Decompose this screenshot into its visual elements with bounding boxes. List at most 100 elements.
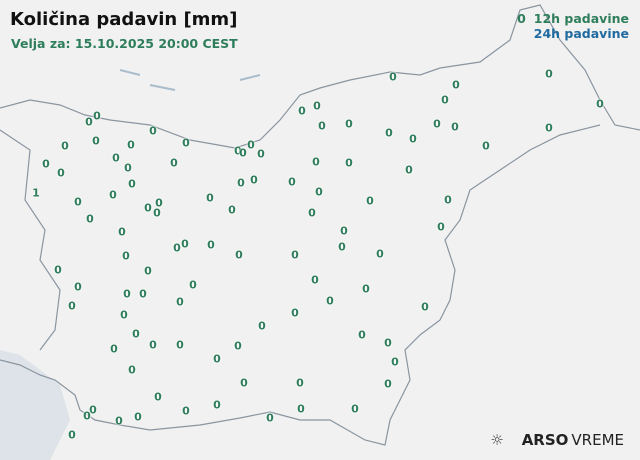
station-value[interactable]: 0	[247, 138, 255, 152]
station-value[interactable]: 0	[213, 398, 221, 412]
station-value[interactable]: 0	[228, 203, 236, 217]
station-value[interactable]: 0	[545, 67, 553, 81]
station-value[interactable]: 0	[405, 163, 413, 177]
station-value[interactable]: 0	[134, 410, 142, 424]
station-value[interactable]: 0	[257, 147, 265, 161]
station-value[interactable]: 0	[182, 136, 190, 150]
station-value[interactable]: 0	[110, 342, 118, 356]
station-value[interactable]: 0	[312, 155, 320, 169]
station-value[interactable]: 0	[298, 104, 306, 118]
station-value[interactable]: 0	[291, 306, 299, 320]
station-value[interactable]: 0	[376, 247, 384, 261]
station-value[interactable]: 0	[86, 212, 94, 226]
station-value[interactable]: 0	[213, 352, 221, 366]
station-value[interactable]: 0	[182, 404, 190, 418]
station-value[interactable]: 0	[139, 287, 147, 301]
arso-logo[interactable]: ☼ ARSO VREME	[490, 431, 624, 449]
station-value[interactable]: 0	[54, 263, 62, 277]
station-value[interactable]: 0	[362, 282, 370, 296]
station-value[interactable]: 0	[68, 299, 76, 313]
station-value[interactable]: 0	[482, 139, 490, 153]
station-value[interactable]: 0	[239, 146, 247, 160]
station-value[interactable]: 0	[61, 139, 69, 153]
station-value[interactable]: 0	[144, 201, 152, 215]
station-value[interactable]: 0	[144, 264, 152, 278]
station-value[interactable]: 0	[127, 138, 135, 152]
station-value[interactable]: 0	[128, 363, 136, 377]
station-value[interactable]: 0	[421, 300, 429, 314]
station-value[interactable]: 0	[250, 173, 258, 187]
station-value[interactable]: 0	[345, 156, 353, 170]
station-value[interactable]: 0	[313, 99, 321, 113]
station-value[interactable]: 0	[234, 144, 242, 158]
station-value[interactable]: 0	[68, 428, 76, 442]
station-value[interactable]: 0	[176, 338, 184, 352]
station-value[interactable]: 0	[338, 240, 346, 254]
station-value[interactable]: 0	[132, 327, 140, 341]
station-value[interactable]: 0	[240, 376, 248, 390]
station-value[interactable]: 0	[409, 132, 417, 146]
station-value[interactable]: 0	[288, 175, 296, 189]
station-value[interactable]: 0	[235, 248, 243, 262]
station-value[interactable]: 0	[89, 403, 97, 417]
station-value[interactable]: 0	[308, 206, 316, 220]
station-value[interactable]: 0	[124, 161, 132, 175]
station-value[interactable]: 0	[74, 195, 82, 209]
station-value[interactable]: 0	[545, 121, 553, 135]
station-value[interactable]: 0	[384, 336, 392, 350]
station-value[interactable]: 0	[173, 241, 181, 255]
station-value[interactable]: 0	[155, 196, 163, 210]
station-value[interactable]: 0	[206, 191, 214, 205]
station-value[interactable]: 0	[389, 70, 397, 84]
station-value[interactable]: 0	[92, 134, 100, 148]
station-value[interactable]: 0	[297, 402, 305, 416]
station-value[interactable]: 0	[433, 117, 441, 131]
station-value[interactable]: 0	[258, 319, 266, 333]
station-value[interactable]: 0	[74, 280, 82, 294]
station-value[interactable]: 0	[451, 120, 459, 134]
station-value[interactable]: 0	[122, 249, 130, 263]
station-value[interactable]: 0	[170, 156, 178, 170]
station-value[interactable]: 0	[42, 157, 50, 171]
station-value[interactable]: 0	[118, 225, 126, 239]
station-value[interactable]: 0	[452, 78, 460, 92]
station-value[interactable]: 0	[112, 151, 120, 165]
station-value[interactable]: 0	[345, 117, 353, 131]
station-value[interactable]: 0	[207, 238, 215, 252]
station-value[interactable]: 0	[318, 119, 326, 133]
station-value[interactable]: 0	[234, 339, 242, 353]
station-value[interactable]: 0	[291, 248, 299, 262]
station-value[interactable]: 0	[441, 93, 449, 107]
station-value[interactable]: 0	[189, 278, 197, 292]
station-value[interactable]: 0	[340, 224, 348, 238]
station-value[interactable]: 0	[123, 287, 131, 301]
station-value[interactable]: 0	[154, 390, 162, 404]
station-value[interactable]: 0	[311, 273, 319, 287]
station-value[interactable]: 0	[237, 176, 245, 190]
station-value[interactable]: 0	[83, 409, 91, 423]
station-value[interactable]: 0	[296, 376, 304, 390]
station-value[interactable]: 0	[109, 188, 117, 202]
station-value[interactable]: 0	[181, 237, 189, 251]
station-value[interactable]: 0	[266, 411, 274, 425]
station-value[interactable]: 0	[444, 193, 452, 207]
station-value[interactable]: 0	[120, 308, 128, 322]
station-value[interactable]: 0	[85, 115, 93, 129]
station-value[interactable]: 0	[326, 294, 334, 308]
station-value[interactable]: 0	[176, 295, 184, 309]
station-value[interactable]: 0	[57, 166, 65, 180]
station-value[interactable]: 0	[149, 338, 157, 352]
station-value[interactable]: 0	[128, 177, 136, 191]
station-value[interactable]: 0	[366, 194, 374, 208]
station-value[interactable]: 0	[351, 402, 359, 416]
station-value[interactable]: 0	[384, 377, 392, 391]
station-value[interactable]: 0	[391, 355, 399, 369]
station-value[interactable]: 0	[149, 124, 157, 138]
station-value[interactable]: 0	[153, 206, 161, 220]
station-value[interactable]: 0	[385, 126, 393, 140]
station-value[interactable]: 0	[358, 328, 366, 342]
station-value[interactable]: 0	[315, 185, 323, 199]
station-value[interactable]: 0	[596, 97, 604, 111]
station-value[interactable]: 0	[115, 414, 123, 428]
